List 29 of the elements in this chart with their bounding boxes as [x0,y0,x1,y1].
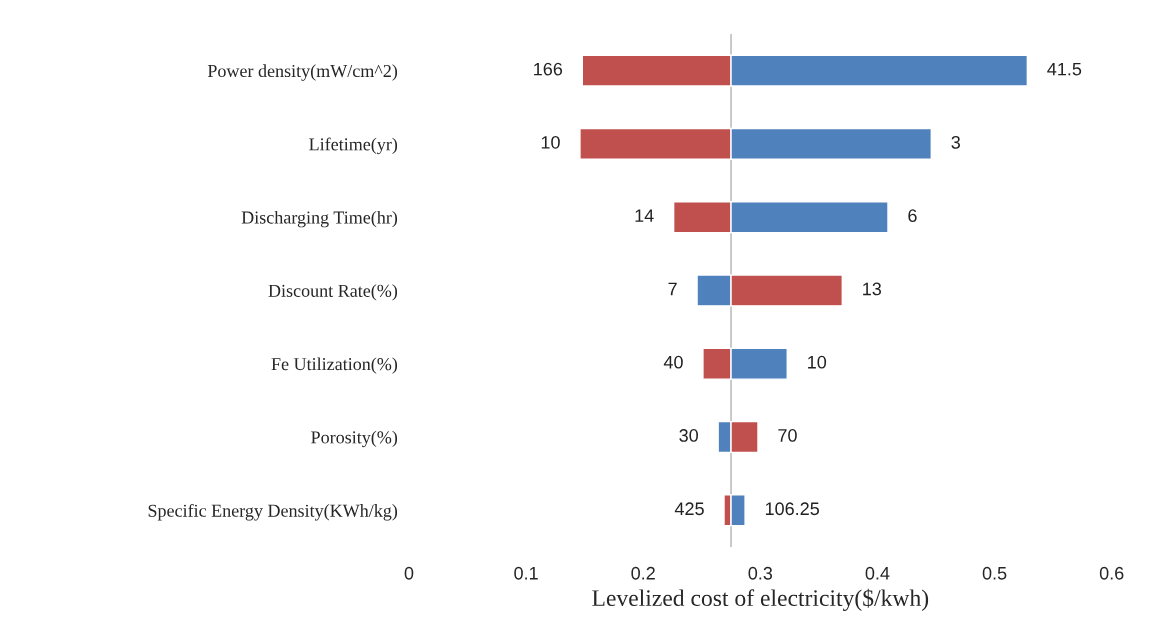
x-axis-title: Levelized cost of electricity($/kwh) [592,588,929,611]
y-tick-label: Discount Rate(%) [268,284,398,301]
x-tick-label: 0 [404,566,414,580]
annotation: 41.5 [1047,62,1082,76]
annotation: 106.25 [765,502,820,516]
x-tick-label: 0.4 [865,566,890,580]
x-tick-label: 0.6 [1099,566,1124,580]
y-tick-label: Porosity(%) [311,430,398,448]
y-tick-label: Lifetime(yr) [309,137,398,155]
x-tick-label: 0.2 [631,566,655,580]
annotation: 40 [663,355,683,369]
annotation: 425 [674,502,704,516]
y-tick-label: Specific Energy Density(KWh/kg) [148,503,398,521]
y-tick-label: Power density(mW/cm^2) [207,64,398,81]
annotation: 13 [863,282,882,296]
annotation: 30 [679,429,699,442]
x-tick-label: 0.3 [748,566,773,580]
x-tick-label: 0.1 [514,566,538,580]
annotation: 70 [778,429,797,442]
annotation: 3 [951,135,961,149]
annotation: 14 [635,209,654,222]
annotation: 10 [808,355,827,369]
annotation: 166 [534,62,563,76]
y-tick-label: Discharging Time(hr) [241,210,398,228]
x-tick-label: 0.5 [982,566,1007,580]
y-tick-label: Fe Utilization(%) [271,357,398,374]
annotation: 10 [541,135,560,149]
annotation: 7 [668,282,677,296]
annotation: 6 [908,209,917,223]
